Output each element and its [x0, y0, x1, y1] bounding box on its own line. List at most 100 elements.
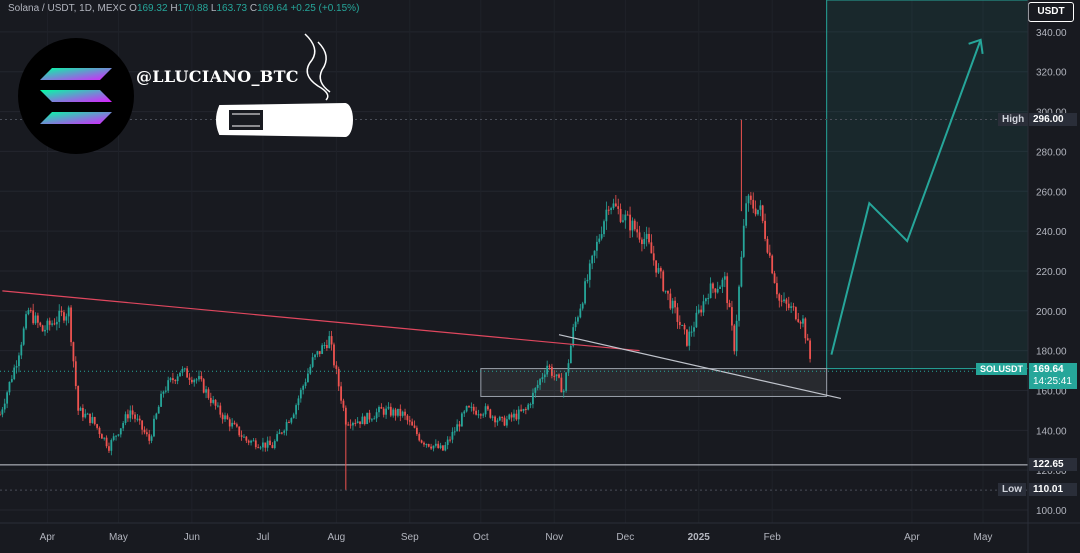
- high-value: 170.88: [177, 3, 209, 14]
- candle-body: [299, 389, 302, 399]
- candle-body: [271, 445, 274, 449]
- candle-body: [690, 331, 693, 333]
- candle-body: [314, 354, 316, 358]
- candle-body: [8, 381, 11, 393]
- drawings: [0, 0, 1029, 466]
- y-tick-label: 100.00: [1036, 506, 1067, 517]
- candle-body: [119, 428, 122, 435]
- candle-body: [27, 310, 30, 315]
- candle-body: [437, 443, 440, 449]
- candle-body: [176, 376, 179, 382]
- candle-body: [10, 379, 13, 382]
- candle-body: [785, 299, 788, 304]
- candle-body: [527, 404, 530, 410]
- candle-body: [252, 440, 255, 442]
- author-handle: @LLUCIANO_BTC: [136, 67, 299, 86]
- candle-countdown: 14:25:41: [1033, 376, 1072, 388]
- candle-body: [664, 290, 667, 292]
- candle-body: [46, 320, 49, 330]
- candle-body: [164, 390, 167, 392]
- candle-body: [809, 340, 811, 359]
- candle-body: [489, 409, 492, 418]
- x-tick-label: Apr: [904, 532, 920, 543]
- candle-body: [513, 413, 515, 418]
- candle-body: [79, 407, 82, 411]
- candle-body: [584, 281, 586, 304]
- candle-body: [285, 422, 288, 431]
- candle-body: [494, 416, 496, 423]
- candle-body: [553, 375, 556, 377]
- candle-body: [778, 294, 781, 301]
- candle-body: [226, 415, 229, 420]
- candle-body: [754, 208, 757, 215]
- projection-path: [830, 39, 982, 355]
- candle-body: [534, 387, 537, 393]
- y-tick-label: 220.00: [1036, 267, 1067, 278]
- candle-body: [463, 411, 466, 414]
- candle-body: [686, 329, 688, 346]
- candle-body: [757, 209, 759, 215]
- candle-body: [695, 312, 698, 328]
- candle-body: [794, 307, 797, 320]
- candle-body: [652, 253, 655, 261]
- candle-body: [697, 309, 700, 313]
- candle-body: [162, 391, 165, 394]
- x-tick-label: Nov: [545, 532, 563, 543]
- candle-body: [302, 385, 305, 390]
- candle-body: [231, 422, 234, 427]
- candle-body: [501, 416, 504, 418]
- candle-body: [768, 252, 771, 256]
- candle-body: [406, 415, 409, 421]
- y-tick-label: 140.00: [1036, 426, 1067, 437]
- candle-body: [330, 336, 333, 345]
- candle-body: [541, 377, 544, 380]
- candle-body: [479, 414, 482, 416]
- x-tick-label: Aug: [327, 532, 345, 543]
- chart-legend: Solana / USDT, 1D, MEXC O169.32 H170.88 …: [8, 3, 360, 14]
- candle-body: [3, 403, 6, 410]
- candle-body: [787, 303, 790, 308]
- candle-body: [96, 424, 99, 428]
- candle-body: [354, 422, 357, 424]
- candle-body: [444, 445, 447, 451]
- candle-body: [610, 208, 613, 210]
- candle-body: [224, 415, 226, 420]
- candle-body: [22, 328, 25, 345]
- candle-body: [577, 317, 579, 322]
- candle-body: [172, 378, 174, 381]
- candle-body: [72, 342, 75, 362]
- candle-body: [323, 344, 326, 346]
- candle-body: [292, 414, 295, 419]
- candle-body: [453, 431, 456, 433]
- candle-body: [676, 307, 679, 322]
- candle-body: [517, 409, 520, 420]
- low-label: Low: [998, 483, 1026, 497]
- candle-body: [259, 447, 262, 449]
- x-tick-label: 2025: [688, 532, 711, 543]
- candle-body: [572, 327, 575, 346]
- candle-body: [659, 268, 662, 272]
- candle-body: [771, 255, 774, 274]
- candle-body: [735, 320, 738, 352]
- candle-body: [207, 389, 210, 398]
- candle-body: [520, 409, 523, 411]
- candle-body: [321, 345, 324, 354]
- candle-body: [427, 444, 430, 447]
- candle-body: [359, 421, 361, 425]
- candle-body: [704, 298, 707, 302]
- candle-body: [141, 420, 144, 430]
- candle-body: [446, 439, 449, 446]
- candle-body: [368, 412, 371, 420]
- cigar-icon: [216, 33, 353, 138]
- candle-body: [598, 238, 601, 242]
- candle-body: [591, 255, 594, 264]
- candle-body: [273, 441, 276, 449]
- candle-body: [790, 306, 793, 308]
- candle-body: [328, 336, 331, 349]
- candle-body: [155, 413, 158, 419]
- y-tick-label: 120.00: [1036, 466, 1067, 477]
- candle-body: [586, 279, 589, 282]
- candle-body: [48, 320, 51, 325]
- candle-body: [129, 410, 132, 419]
